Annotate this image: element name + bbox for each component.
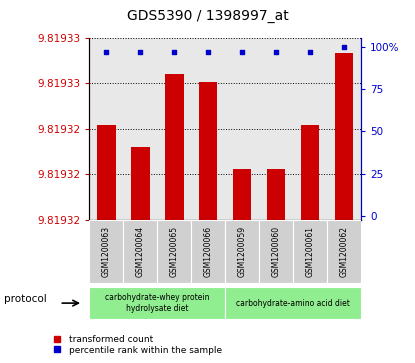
- Text: GSM1200065: GSM1200065: [170, 226, 179, 277]
- Bar: [97, 125, 115, 220]
- Text: GSM1200062: GSM1200062: [339, 226, 349, 277]
- Point: [307, 49, 313, 54]
- Text: carbohydrate-amino acid diet: carbohydrate-amino acid diet: [236, 299, 350, 307]
- Bar: [293, 220, 327, 283]
- Text: carbohydrate-whey protein
hydrolysate diet: carbohydrate-whey protein hydrolysate di…: [105, 293, 210, 313]
- Bar: [225, 220, 259, 283]
- Text: GSM1200066: GSM1200066: [204, 226, 212, 277]
- Point: [205, 49, 212, 54]
- Point: [103, 49, 110, 54]
- Bar: [301, 125, 320, 220]
- Point: [273, 49, 279, 54]
- Text: GSM1200064: GSM1200064: [136, 226, 145, 277]
- Text: GSM1200063: GSM1200063: [102, 226, 111, 277]
- Bar: [191, 220, 225, 283]
- Point: [171, 49, 178, 54]
- Point: [341, 44, 347, 49]
- Bar: [225, 287, 361, 319]
- Bar: [89, 220, 123, 283]
- Text: protocol: protocol: [4, 294, 47, 305]
- Bar: [131, 147, 149, 220]
- Bar: [327, 220, 361, 283]
- Point: [137, 49, 144, 54]
- Bar: [157, 220, 191, 283]
- Bar: [199, 82, 217, 220]
- Bar: [165, 74, 183, 220]
- Point: [239, 49, 245, 54]
- Legend: transformed count, percentile rank within the sample: transformed count, percentile rank withi…: [44, 331, 226, 358]
- Text: GDS5390 / 1398997_at: GDS5390 / 1398997_at: [127, 9, 288, 23]
- Bar: [89, 287, 225, 319]
- Text: GSM1200059: GSM1200059: [238, 226, 247, 277]
- Text: GSM1200060: GSM1200060: [271, 226, 281, 277]
- Bar: [267, 169, 286, 220]
- Text: GSM1200061: GSM1200061: [305, 226, 315, 277]
- Bar: [335, 53, 354, 220]
- Bar: [259, 220, 293, 283]
- Bar: [123, 220, 157, 283]
- Bar: [233, 169, 251, 220]
